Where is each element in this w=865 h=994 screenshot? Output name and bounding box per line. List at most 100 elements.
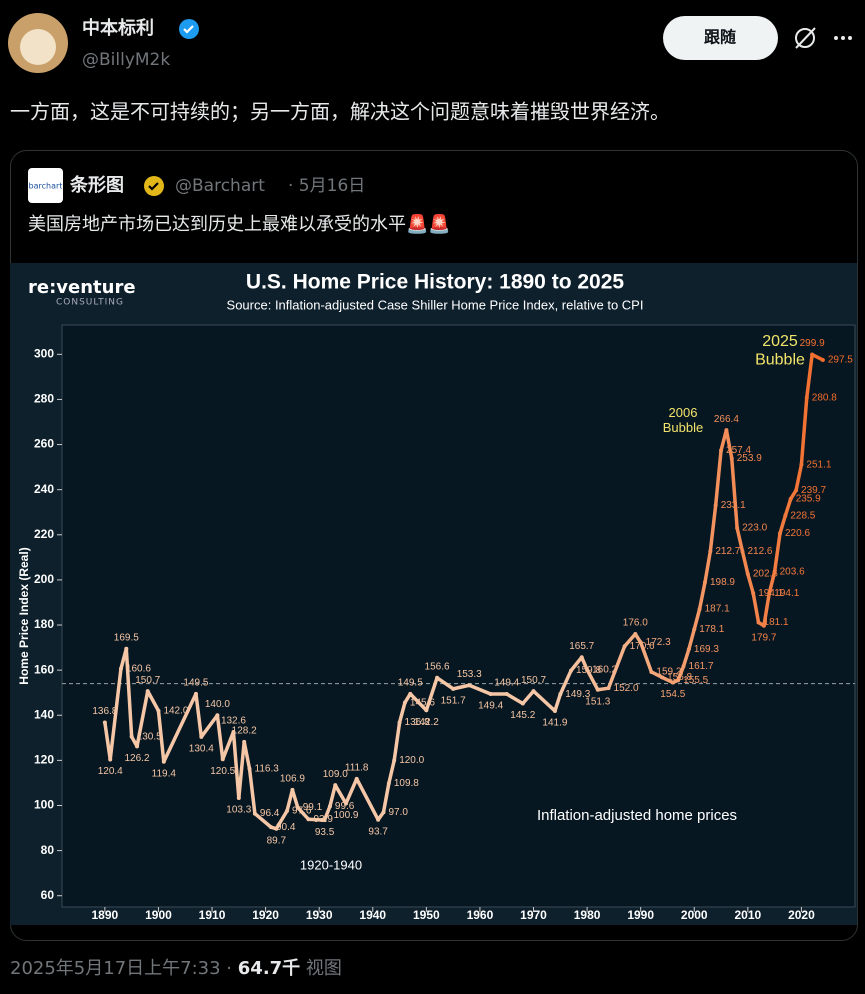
point (633, 632, 638, 637)
data-label: 257.4 (726, 445, 751, 456)
data-label: 119.4 (152, 768, 177, 779)
data-label: 142.0 (163, 705, 188, 716)
grok-icon[interactable] (795, 27, 816, 49)
data-label: 100.9 (333, 810, 358, 821)
data-label: 99.6 (335, 801, 355, 812)
y-tick-label: 80 (41, 843, 55, 857)
point (777, 531, 782, 536)
data-label: 181.1 (764, 617, 789, 628)
data-label: 116.3 (255, 763, 280, 774)
quoted-avatar[interactable] (28, 168, 63, 203)
point (740, 549, 745, 554)
data-label: 103.3 (226, 805, 251, 816)
quoted-check (148, 182, 159, 191)
x-tick-label: 1900 (145, 908, 172, 922)
data-label: 106.9 (280, 774, 305, 785)
point (327, 804, 332, 809)
point (236, 796, 241, 801)
data-label: 159.2 (656, 667, 681, 678)
data-label: 187.1 (705, 604, 730, 615)
quoted-text: 美国房地产市场已达到历史上最难以承受的水平🚨🚨 (28, 213, 451, 235)
x-tick-label: 1950 (413, 908, 440, 922)
point (135, 744, 140, 749)
point (386, 781, 391, 786)
point (552, 708, 557, 713)
data-label: 89.7 (267, 835, 287, 846)
x-tick-label: 1920 (252, 908, 279, 922)
point (745, 572, 750, 577)
data-label: 161.7 (689, 661, 714, 672)
data-label: 149.5 (398, 677, 423, 688)
data-label: 140.0 (205, 699, 230, 710)
follow-button[interactable] (663, 16, 778, 60)
chart-subtitle: Source: Inflation-adjusted Case Shiller … (227, 297, 644, 312)
data-label: 297.5 (828, 355, 853, 366)
point (751, 591, 756, 596)
point (161, 759, 166, 764)
point (488, 692, 493, 697)
data-label: 93.5 (315, 827, 335, 838)
y-tick-label: 300 (34, 346, 54, 360)
post-time[interactable]: 2025年5月17日上午7:33 · (10, 958, 238, 979)
point (118, 666, 123, 671)
data-label: 97.0 (388, 807, 408, 818)
data-label: 179.7 (751, 632, 776, 643)
data-label: 155.5 (683, 675, 708, 686)
point (252, 811, 257, 816)
point (285, 808, 290, 813)
data-label: 194.1 (774, 588, 799, 599)
point (343, 801, 348, 806)
x-tick-label: 1940 (359, 908, 386, 922)
data-label: 169.5 (114, 632, 139, 643)
y-tick-label: 220 (34, 527, 54, 541)
data-label: 93.7 (368, 826, 388, 837)
annotation: 1920-1940 (300, 857, 362, 872)
data-label: 156.6 (425, 661, 450, 672)
follow-label[interactable]: 跟随 (704, 28, 736, 47)
y-tick-label: 60 (41, 888, 55, 902)
x-tick-label: 1970 (520, 908, 547, 922)
x-tick-label: 1980 (574, 908, 601, 922)
view-count: 64.7千 (238, 958, 300, 979)
point (670, 680, 675, 685)
point (579, 655, 584, 660)
data-label: 156.8 (667, 672, 692, 683)
x-tick-label: 1930 (306, 908, 333, 922)
data-label: 153.3 (457, 669, 482, 680)
point (735, 526, 740, 531)
point (799, 462, 804, 467)
data-label: 145.6 (410, 697, 435, 708)
annotation: 2006 Bubble (663, 405, 703, 435)
point (129, 734, 134, 739)
point (719, 448, 724, 453)
more-menu[interactable] (834, 36, 852, 40)
point (788, 496, 793, 501)
point (408, 691, 413, 696)
data-label: 280.8 (812, 392, 837, 403)
y-tick-label: 260 (34, 437, 54, 451)
data-label: 149.4 (494, 678, 519, 689)
point (729, 456, 734, 461)
data-label: 141.9 (542, 718, 567, 729)
point (708, 549, 713, 554)
point (290, 787, 295, 792)
point (660, 675, 665, 680)
quoted-name: 条形图 (69, 174, 124, 196)
point (397, 720, 402, 725)
data-label: 130.4 (189, 744, 214, 755)
data-label: 253.9 (737, 453, 762, 464)
point (295, 805, 300, 810)
y-tick-label: 160 (34, 662, 54, 676)
data-label: 299.9 (800, 338, 825, 349)
author-handle[interactable]: @BillyM2k (82, 50, 170, 70)
annotation: 2025 Bubble (755, 333, 805, 368)
y-tick-label: 280 (34, 392, 54, 406)
author-name[interactable]: 中本标利 (82, 17, 154, 39)
point (242, 739, 247, 744)
avatar-face (20, 29, 56, 65)
point (595, 687, 600, 692)
point (761, 623, 766, 628)
data-label: 223.0 (742, 523, 767, 534)
point (274, 826, 279, 831)
